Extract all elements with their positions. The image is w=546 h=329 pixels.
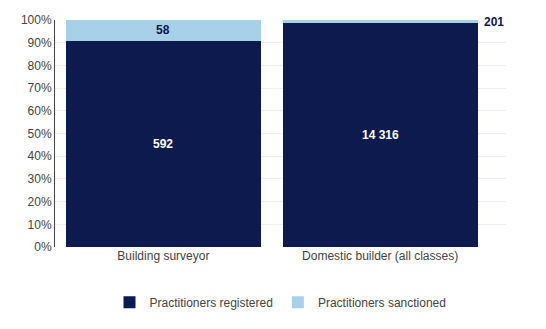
svg-text:70%: 70% — [28, 81, 52, 95]
svg-text:20%: 20% — [28, 195, 52, 209]
svg-text:40%: 40% — [28, 149, 52, 163]
svg-text:0%: 0% — [34, 240, 52, 254]
svg-text:Practitioners registered: Practitioners registered — [150, 296, 273, 310]
svg-text:90%: 90% — [28, 36, 52, 50]
svg-text:80%: 80% — [28, 59, 52, 73]
svg-text:Practitioners sanctioned: Practitioners sanctioned — [318, 296, 446, 310]
svg-text:60%: 60% — [28, 104, 52, 118]
svg-text:592: 592 — [153, 137, 173, 151]
svg-text:Building surveyor: Building surveyor — [117, 249, 209, 263]
svg-text:201: 201 — [484, 15, 504, 29]
svg-text:Domestic builder (all classes): Domestic builder (all classes) — [302, 249, 458, 263]
svg-text:10%: 10% — [28, 218, 52, 232]
svg-text:58: 58 — [156, 23, 170, 37]
svg-text:30%: 30% — [28, 172, 52, 186]
svg-text:100%: 100% — [21, 13, 52, 27]
svg-text:14 316: 14 316 — [362, 128, 399, 142]
svg-text:50%: 50% — [28, 127, 52, 141]
